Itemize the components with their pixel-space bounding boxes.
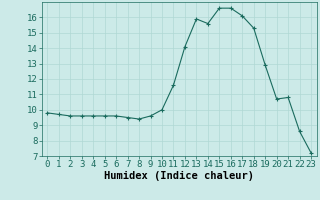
X-axis label: Humidex (Indice chaleur): Humidex (Indice chaleur) — [104, 171, 254, 181]
